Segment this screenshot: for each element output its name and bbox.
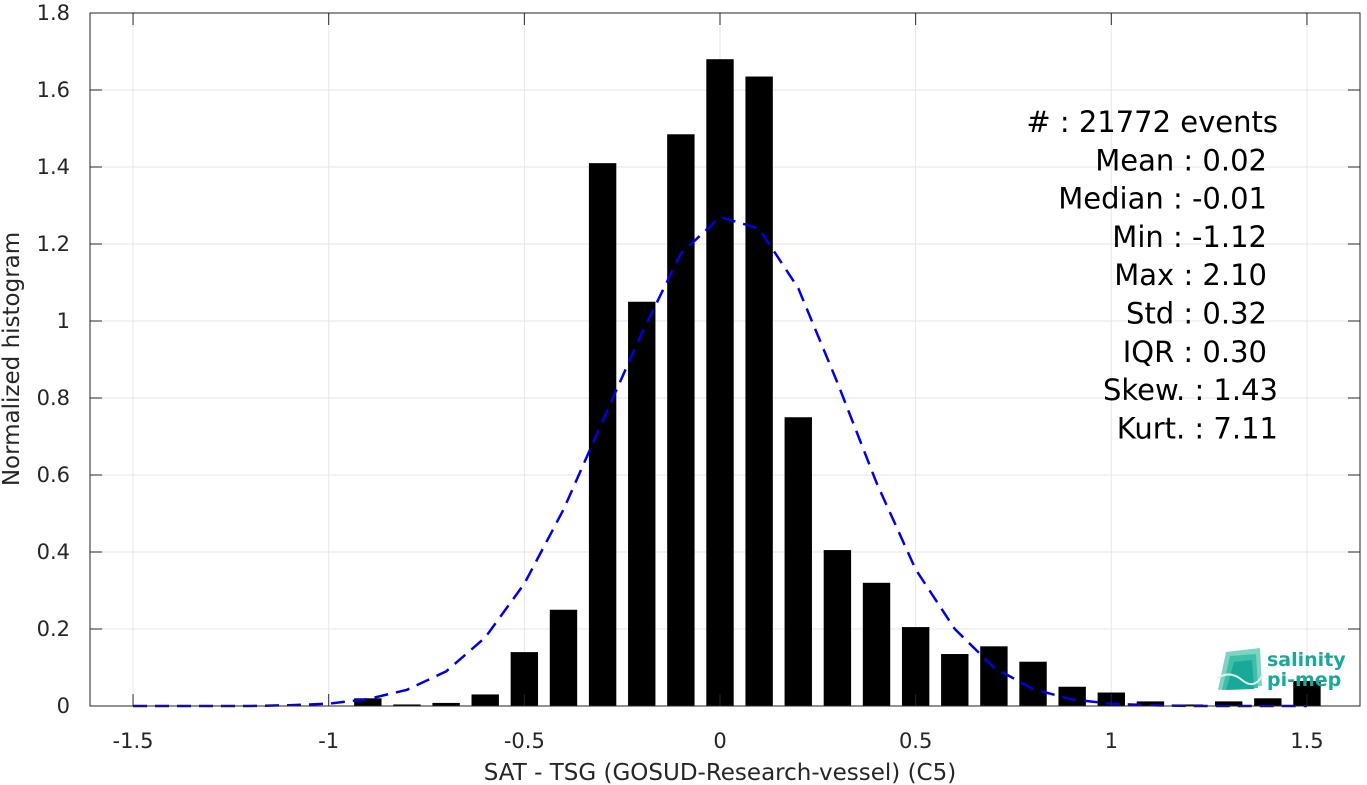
histogram-bar-22 (1214, 701, 1243, 706)
y-tick-label-3: 0.6 (37, 463, 70, 487)
histogram-bar-9 (706, 59, 734, 706)
histogram-bar-10 (745, 76, 773, 706)
histogram-bars (354, 59, 1321, 706)
y-tick-label-1: 0.2 (37, 617, 70, 641)
histogram-bar-7 (628, 301, 656, 706)
histogram-bar-21 (1175, 704, 1204, 706)
stat-line-7: Skew. : 1.43 (1103, 373, 1278, 407)
x-tick-label-3: 0 (713, 729, 726, 753)
histogram-bar-23 (1254, 698, 1282, 706)
stat-line-2: Median : -0.01 (1058, 182, 1267, 216)
logo-mark-icon (1217, 648, 1263, 690)
histogram-bar-8 (667, 134, 695, 706)
x-tick-label-1: -1 (318, 729, 339, 753)
stat-line-8: Kurt. : 7.11 (1117, 411, 1278, 445)
y-tick-label-0: 0 (57, 694, 70, 718)
x-axis-title: SAT - TSG (GOSUD-Research-vessel) (C5) (484, 760, 956, 785)
stat-line-4: Max : 2.10 (1114, 258, 1267, 292)
tick-labels: -1.5 -1 -0.5 0 0.5 1 1.5 0 0.2 0.4 0.6 0.8 1 1.2 1.4 1.… (37, 1, 1324, 753)
histogram-bar-11 (784, 417, 812, 706)
y-tick-label-9: 1.8 (37, 1, 70, 25)
stat-line-5: Std : 0.32 (1126, 297, 1267, 331)
histogram-bar-20 (1136, 701, 1165, 706)
histogram-bar-1 (393, 704, 421, 706)
y-axis-title: Normalized histogram (0, 232, 25, 486)
histogram-bar-14 (901, 627, 930, 706)
stat-line-3: Min : -1.12 (1112, 220, 1267, 254)
y-tick-label-5: 1 (57, 309, 70, 333)
statistics-box: # : 21772 events Mean : 0.02 Median : -0.0… (1026, 105, 1278, 445)
histogram-bar-0 (354, 698, 382, 706)
x-tick-label-5: 1 (1105, 729, 1118, 753)
histogram-bar-12 (823, 550, 852, 706)
axes (89, 12, 1361, 707)
histogram-bar-6 (588, 163, 617, 706)
y-tick-label-4: 0.8 (37, 386, 70, 410)
histogram-bar-13 (862, 582, 891, 706)
stat-line-1: Mean : 0.02 (1095, 143, 1267, 177)
y-tick-label-6: 1.2 (37, 232, 70, 256)
y-tick-label-2: 0.4 (37, 540, 70, 564)
stat-line-0: # : 21772 events (1026, 105, 1278, 139)
salinity-pimep-logo: salinity pi-mep (1217, 648, 1346, 691)
y-tick-label-8: 1.6 (37, 78, 70, 102)
x-tick-label-6: 1.5 (1290, 729, 1323, 753)
plot-box (89, 12, 1361, 707)
x-tick-label-4: 0.5 (899, 729, 932, 753)
logo-line-1: salinity (1267, 649, 1346, 671)
histogram-bar-15 (941, 654, 969, 706)
histogram-bar-3 (471, 694, 499, 706)
histogram-bar-5 (549, 609, 578, 706)
histogram-bar-18 (1058, 686, 1086, 706)
stat-line-6: IQR : 0.30 (1123, 335, 1267, 369)
y-tick-label-7: 1.4 (37, 155, 70, 179)
histogram-bar-2 (432, 702, 460, 706)
histogram-bar-16 (980, 646, 1008, 706)
x-tick-label-2: -0.5 (504, 729, 545, 753)
x-tick-label-0: -1.5 (113, 729, 154, 753)
logo-line-2: pi-mep (1267, 669, 1341, 691)
